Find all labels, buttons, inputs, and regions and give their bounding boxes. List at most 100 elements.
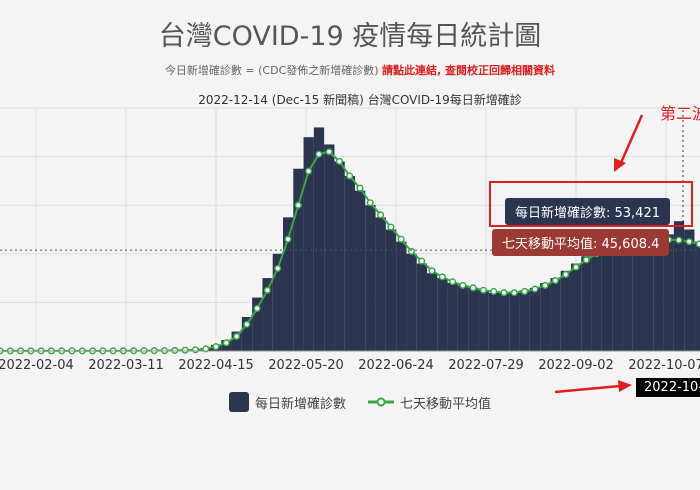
- arrow-head-icon: [614, 158, 626, 172]
- average-point: [243, 320, 251, 328]
- x-tick-label: 2022-04-15: [178, 358, 254, 373]
- x-tick-label: 2022-05-20: [268, 358, 344, 373]
- bar: [406, 253, 417, 351]
- bar: [231, 331, 242, 351]
- average-point: [500, 289, 508, 297]
- average-point: [490, 287, 498, 296]
- bar: [334, 161, 345, 351]
- bar: [252, 297, 263, 351]
- bar: [550, 278, 561, 351]
- bar: [612, 239, 623, 351]
- average-point: [274, 264, 282, 272]
- bar: [324, 144, 335, 351]
- average-point: [438, 273, 446, 281]
- bar: [283, 217, 294, 351]
- bar: [457, 285, 469, 351]
- legend-daily[interactable]: 每日新增確診數: [228, 392, 346, 412]
- bar: [509, 291, 520, 351]
- highlight-box: [489, 181, 693, 227]
- bar: [344, 176, 356, 351]
- bar: [560, 270, 572, 351]
- legend-average-label: 七天移動平均值: [400, 396, 492, 412]
- average-point: [418, 257, 426, 265]
- average-point: [366, 199, 374, 207]
- average-point: [315, 150, 323, 158]
- bar: [355, 190, 366, 351]
- annotation-arrow-bottom: [554, 384, 621, 394]
- bar: [499, 292, 510, 351]
- average-point: [551, 276, 559, 285]
- bar: [313, 127, 325, 351]
- subtitle-text: 今日新增確診數 = (CDC發佈之新增確診數): [164, 64, 379, 77]
- x-tick-label: 2022-02-04: [0, 358, 74, 373]
- average-point: [294, 201, 302, 209]
- average-point: [469, 284, 477, 292]
- x-tick-label: 2022-06-24: [358, 358, 434, 373]
- bar: [581, 256, 592, 351]
- bar: [694, 241, 700, 351]
- average-point: [387, 223, 395, 231]
- bar: [643, 241, 654, 351]
- legend-average[interactable]: 七天移動平均值: [368, 392, 491, 412]
- bar: [540, 282, 551, 351]
- correction-link[interactable]: 請點此連結, 查閱校正回歸相關資料: [382, 64, 556, 77]
- average-point: [202, 345, 210, 353]
- average-point: [222, 339, 230, 347]
- x-tick-label: 2022-03-11: [88, 358, 164, 373]
- average-point: [531, 285, 539, 293]
- average-point: [675, 236, 683, 244]
- subtitle: 今日新增確診數 = (CDC發佈之新增確診數) 請點此連結, 查閱校正回歸相關資…: [0, 62, 700, 78]
- average-point: [263, 286, 271, 294]
- bar: [241, 316, 253, 351]
- bar: [272, 253, 284, 351]
- average-point: [191, 346, 199, 354]
- chart-title: 2022-12-14 (Dec-15 新聞稿) 台灣COVID-19每日新增確診: [198, 93, 522, 107]
- page-title: 台灣COVID-19 疫情每日統計圖: [158, 21, 542, 52]
- bar: [396, 241, 407, 351]
- legend: 每日新增確診數 七天移動平均值: [0, 392, 700, 412]
- bar: [663, 234, 674, 351]
- bar-swatch-icon: [228, 392, 249, 412]
- average-point: [459, 281, 467, 289]
- bar: [519, 290, 530, 351]
- average-point: [582, 256, 590, 264]
- bar: [385, 229, 397, 351]
- bar: [601, 244, 613, 351]
- bar: [684, 229, 695, 351]
- bar: [416, 263, 428, 351]
- tooltip-average: 七天移動平均值: 45,608.4: [492, 229, 670, 256]
- bar: [488, 292, 500, 351]
- average-point: [356, 184, 364, 192]
- average-point: [479, 286, 487, 294]
- bar: [529, 287, 541, 351]
- bar: [262, 278, 273, 351]
- bar: [447, 282, 458, 351]
- bar: [375, 217, 386, 351]
- average-point: [346, 172, 354, 180]
- bar: [293, 168, 304, 351]
- average-point: [695, 240, 700, 248]
- average-point: [233, 332, 241, 340]
- annotation-second-wave: 第二波: [660, 104, 700, 123]
- average-point: [181, 346, 189, 354]
- average-point: [510, 289, 518, 297]
- average-point: [253, 304, 261, 313]
- bar: [303, 137, 314, 351]
- average-point: [397, 235, 405, 243]
- tooltip-daily: 每日新增確診數: 53,421: [505, 198, 670, 225]
- legend-daily-label: 每日新增確診數: [254, 396, 346, 412]
- average-point: [407, 247, 415, 255]
- average-point: [305, 167, 313, 175]
- annotation-arrow: [618, 114, 644, 166]
- line-marker-icon: [368, 397, 394, 407]
- bar: [571, 263, 582, 351]
- average-point: [685, 238, 693, 246]
- bar: [468, 287, 479, 351]
- bar: [653, 239, 664, 351]
- average-point: [428, 267, 436, 275]
- average-point: [521, 287, 529, 296]
- x-tick-label: 2022-07-29: [448, 358, 524, 373]
- x-tick-label: 2022-09-02: [538, 358, 614, 373]
- average-point: [572, 263, 580, 271]
